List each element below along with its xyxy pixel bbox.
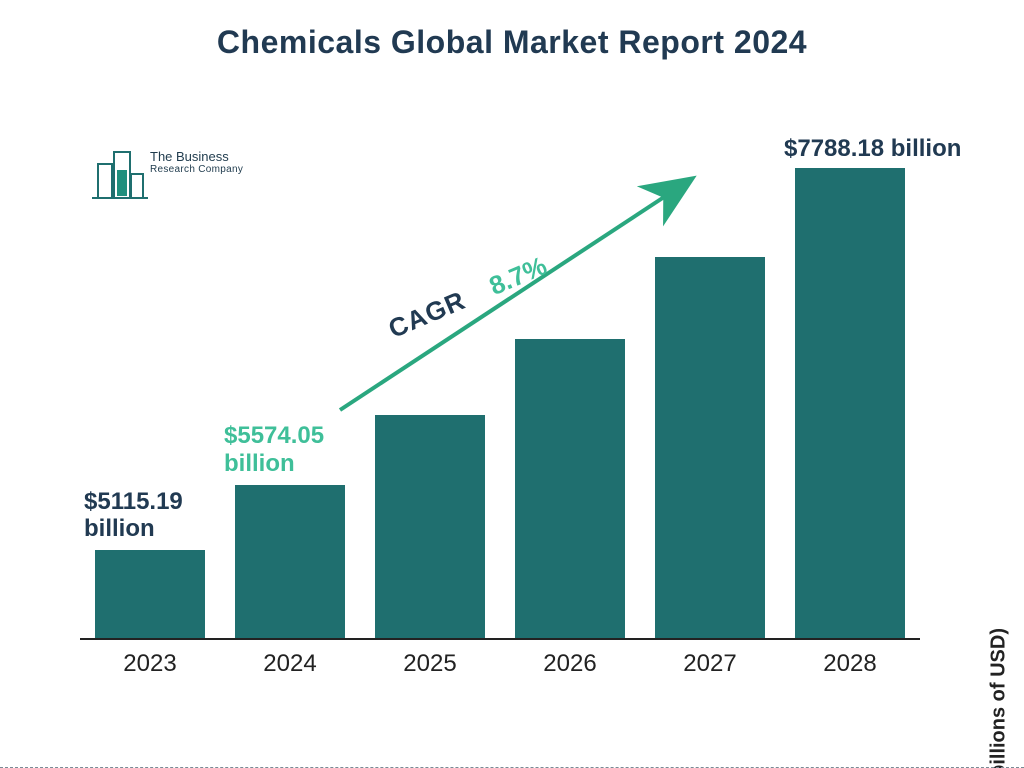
chart-plot-area: 202320242025202620272028 CAGR 8.7% $5115…: [80, 120, 920, 680]
value-callout: $5574.05billion: [224, 422, 374, 477]
report-figure: Chemicals Global Market Report 2024 The …: [0, 0, 1024, 768]
chart-title: Chemicals Global Market Report 2024: [0, 24, 1024, 61]
value-callout: $5115.19billion: [84, 488, 234, 543]
value-callout: $7788.18 billion: [784, 135, 1004, 163]
y-axis-label: Market Size (in billions of USD): [987, 628, 1010, 768]
cagr-arrow-icon: [80, 120, 920, 680]
